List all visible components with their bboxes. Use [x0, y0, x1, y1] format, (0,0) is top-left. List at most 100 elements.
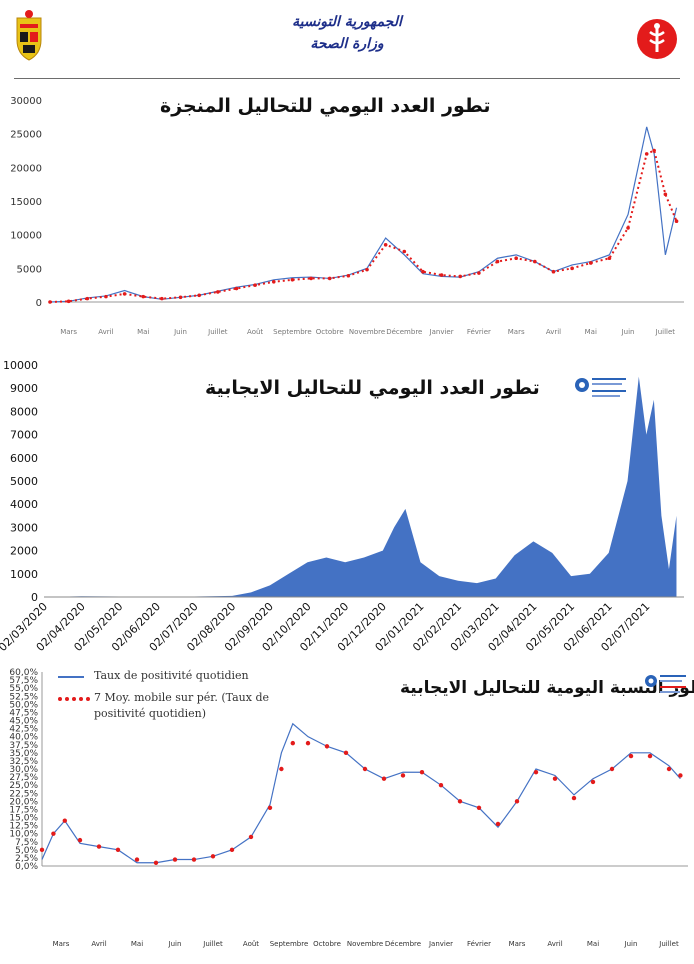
y-tick-label: 27,5% [9, 773, 38, 783]
moving-average-point [343, 750, 349, 756]
moving-average-point [153, 860, 159, 865]
tests-performed-chart: 0 5000 10000 15000 20000 25000 30000 Mars Avril M… [0, 88, 694, 350]
y-tick-label: 10000 [10, 231, 42, 242]
y-tick-label: 45,0% [9, 717, 38, 727]
y-tick-label: 17,5% [9, 805, 38, 815]
y-tick-label: 35,0% [9, 749, 38, 759]
y-tick-label: 10000 [3, 359, 38, 372]
moving-average-point [62, 818, 67, 823]
observatory-logo-icon [575, 378, 626, 397]
republic-name: الجمهورية التونسية [292, 14, 402, 30]
observatory-logo-icon [645, 675, 686, 693]
y-tick-label: 47,5% [9, 708, 38, 718]
y-tick-label: 8000 [10, 405, 38, 418]
moving-average-point [457, 799, 463, 804]
moving-average-point [495, 821, 501, 827]
y-tick-label: 30,0% [9, 765, 38, 775]
moving-average-point [571, 795, 577, 801]
chart3-title: تطور النسبة اليومية للتحاليل الايجابية [400, 678, 694, 698]
y-tick-label: 4000 [10, 498, 38, 511]
x-month-label: Avril [546, 328, 561, 336]
header-divider [14, 78, 680, 79]
moving-average-point [290, 740, 295, 746]
x-month-label: Mai [587, 940, 599, 948]
x-month-label: Mai [137, 328, 149, 336]
moving-average-point [141, 294, 146, 299]
moving-average-point [381, 776, 387, 781]
x-month-label: Mars [509, 940, 526, 948]
x-month-label: Octobre [316, 328, 344, 336]
y-tick-label: 20,0% [9, 797, 38, 807]
moving-average-point [609, 766, 615, 772]
y-tick-label: 42,5% [9, 725, 38, 735]
x-month-label: Septembre [270, 940, 309, 948]
x-month-label: Mars [53, 940, 70, 948]
y-tick-label: 5,0% [15, 846, 38, 856]
y-tick-label: 55,0% [9, 684, 38, 694]
y-tick-label: 22,5% [9, 789, 38, 799]
positive-tests-chart: 0 1000 2000 3000 4000 5000 6000 7000 8000 9000 100… [0, 355, 694, 655]
x-month-label: Mars [508, 328, 525, 336]
moving-average-point [666, 766, 672, 772]
x-month-label: Juillet [658, 940, 679, 948]
y-tick-label: 2,5% [15, 854, 38, 864]
moving-average-point [647, 753, 653, 759]
y-tick-label: 15,0% [9, 814, 38, 824]
x-month-label: Juin [168, 940, 182, 948]
y-tick-label: 5000 [17, 264, 42, 275]
moving-average-point [305, 740, 311, 746]
y-tick-label: 0 [36, 298, 42, 309]
x-month-label: Juillet [207, 328, 228, 336]
y-tick-label: 32,5% [9, 757, 38, 767]
x-month-label: Janvier [429, 328, 454, 336]
x-month-label: Juillet [202, 940, 223, 948]
y-tick-label: 57,5% [9, 676, 38, 686]
moving-average-point [248, 834, 254, 840]
x-month-label: Avril [547, 940, 562, 948]
moving-average-point [421, 269, 425, 274]
y-tick-label: 50,0% [9, 700, 38, 710]
moving-average-point [362, 766, 368, 772]
y-tick-label: 25,0% [9, 781, 38, 791]
legend-label-daily: Taux de positivité quotidien [94, 669, 249, 682]
moving-average-point [66, 299, 71, 304]
health-ministry-logo-icon [637, 19, 677, 59]
x-month-label: Novembre [347, 940, 383, 948]
chart3-legend: Taux de positivité quotidien 7 Moy. mobi… [58, 668, 270, 730]
y-tick-label: 52,5% [9, 692, 38, 702]
series-daily-tests-line [49, 126, 678, 303]
moving-average-point [590, 779, 596, 785]
moving-average-point [419, 770, 425, 775]
x-month-label: Juillet [655, 328, 676, 336]
moving-average-point [476, 805, 482, 810]
moving-average-point [172, 857, 178, 862]
y-tick-label: 7000 [10, 429, 38, 442]
moving-average-point [191, 857, 197, 862]
y-tick-label: 60,0% [9, 668, 38, 678]
moving-average-point [279, 766, 284, 772]
x-month-label: Juin [624, 940, 638, 948]
legend-label-moving-average: 7 Moy. mobile sur pér. (Taux de positivi… [94, 691, 270, 720]
y-tick-label: 20000 [10, 163, 42, 174]
x-month-label: Mars [60, 328, 77, 336]
y-tick-label: 40,0% [9, 733, 38, 743]
x-month-label: Juin [173, 328, 187, 336]
series-positive-tests-area [44, 376, 677, 597]
legend-line-swatch [58, 676, 84, 678]
moving-average-point [229, 847, 235, 853]
moving-average-point [309, 276, 313, 281]
legend-dots-swatch [58, 697, 90, 701]
y-tick-label: 6000 [10, 452, 38, 465]
moving-average-point [96, 844, 102, 849]
x-month-label: Mai [585, 328, 597, 336]
moving-average-point [514, 799, 520, 804]
x-month-label: Novembre [349, 328, 385, 336]
moving-average-point [267, 805, 273, 810]
x-month-label: Juin [621, 328, 635, 336]
x-month-label: Février [467, 328, 491, 336]
x-month-label: Décembre [385, 940, 421, 948]
y-tick-label: 0 [31, 591, 38, 604]
y-tick-label: 30000 [10, 96, 42, 107]
moving-average-point [51, 831, 56, 836]
y-tick-label: 5000 [10, 475, 38, 488]
